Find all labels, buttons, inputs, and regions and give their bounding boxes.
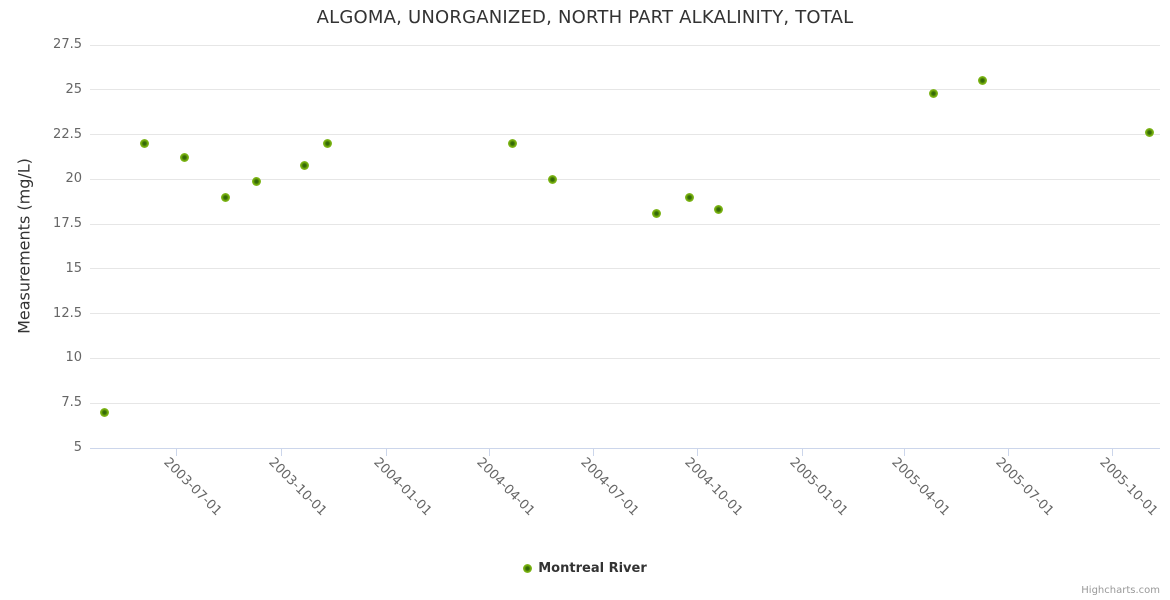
data-point[interactable] <box>508 139 518 148</box>
x-axis-tick <box>801 448 803 456</box>
y-axis-tick-label: 7.5 <box>61 395 82 411</box>
y-axis-tick-label: 15 <box>65 260 82 276</box>
x-axis-tick-label: 2004-10-01 <box>681 455 746 520</box>
x-axis-tick <box>592 448 594 456</box>
x-axis-line <box>90 447 1160 449</box>
y-gridline <box>90 402 1160 404</box>
y-gridline <box>90 223 1160 225</box>
y-axis-tick-label: 22.5 <box>53 126 82 142</box>
data-point[interactable] <box>251 176 261 186</box>
chart-title: ALGOMA, UNORGANIZED, NORTH PART ALKALINI… <box>316 7 854 28</box>
credits-link[interactable]: Highcharts.com <box>1081 585 1160 596</box>
x-axis-tick-label: 2004-01-01 <box>370 455 435 520</box>
x-axis-tick <box>1007 448 1009 456</box>
y-gridline <box>90 178 1160 180</box>
data-point[interactable] <box>323 139 333 148</box>
x-axis-tick <box>281 448 283 456</box>
x-axis-tick-label: 2005-04-01 <box>888 455 953 520</box>
x-axis-tick-label: 2005-01-01 <box>786 455 851 520</box>
x-axis-tick <box>489 448 491 456</box>
x-axis-tick <box>176 448 178 456</box>
y-axis-tick-label: 10 <box>65 350 82 366</box>
x-axis-tick-label: 2004-04-01 <box>473 455 538 520</box>
y-axis-tick-label: 5 <box>73 440 82 455</box>
legend-label: Montreal River <box>538 561 647 576</box>
y-gridline <box>90 134 1160 136</box>
data-point[interactable] <box>179 153 189 163</box>
y-axis-tick-label: 17.5 <box>53 216 82 232</box>
data-point[interactable] <box>548 174 558 184</box>
data-point[interactable] <box>684 192 694 202</box>
x-axis-tick-label: 2004-07-01 <box>576 455 642 520</box>
data-point[interactable] <box>220 192 230 202</box>
data-point[interactable] <box>100 407 110 417</box>
x-axis-tick-label: 2003-10-01 <box>265 455 330 520</box>
y-axis-tick-label: 20 <box>65 171 82 187</box>
y-gridline <box>90 44 1160 46</box>
y-gridline <box>90 89 1160 91</box>
y-gridline <box>90 268 1160 270</box>
y-axis-tick-label: 27.5 <box>53 37 82 52</box>
x-axis-tick-label: 2003-07-01 <box>160 455 225 520</box>
data-point[interactable] <box>140 139 150 148</box>
legend: Montreal River <box>0 561 1170 576</box>
x-axis-tick <box>1112 448 1114 456</box>
x-axis-tick-label: 2005-10-01 <box>1096 455 1161 520</box>
x-axis-tick <box>697 448 699 456</box>
data-point[interactable] <box>714 205 724 215</box>
y-axis-tick-label: 12.5 <box>53 305 82 321</box>
x-axis-tick-label: 2005-07-01 <box>992 455 1057 520</box>
data-point[interactable] <box>929 88 939 98</box>
data-point[interactable] <box>978 76 988 86</box>
legend-marker-icon <box>523 564 533 573</box>
y-gridline <box>90 313 1160 315</box>
y-axis-tick-label: 25 <box>65 81 82 97</box>
legend-item-montreal-river[interactable]: Montreal River <box>523 561 647 576</box>
data-point[interactable] <box>300 160 310 170</box>
x-axis-tick <box>385 448 387 456</box>
data-point[interactable] <box>1145 128 1155 138</box>
data-point[interactable] <box>651 208 661 218</box>
x-axis-tick <box>904 448 906 456</box>
y-gridline <box>90 357 1160 359</box>
